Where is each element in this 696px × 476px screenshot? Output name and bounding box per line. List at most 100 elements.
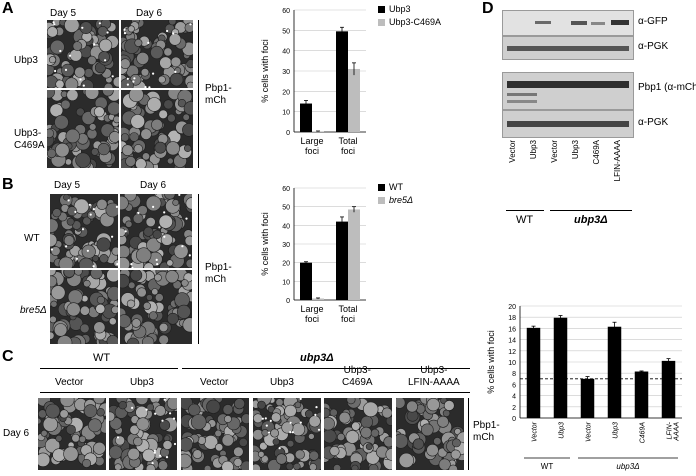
y-tick-label: 20	[282, 89, 290, 96]
panel-a-row-label-ubp3: Ubp3	[14, 55, 38, 66]
panel-letter-d: D	[482, 0, 494, 17]
x-tick-label: Vector	[586, 421, 593, 442]
x-tick-label: foci	[341, 314, 355, 324]
micrograph-c-wt-vector	[38, 398, 106, 470]
micrograph-c-wt-ubp3	[109, 398, 177, 470]
y-tick-label: 0	[286, 130, 290, 137]
y-tick-label: 20	[508, 304, 516, 311]
y-tick-label: 10	[282, 279, 290, 286]
lane-label: C469A	[592, 139, 601, 164]
legend-swatch	[378, 197, 385, 204]
y-tick-label: 2	[512, 405, 516, 412]
panel-c-bracket	[468, 398, 469, 470]
x-tick-label: Ubp3	[559, 422, 566, 439]
micrograph-b-bre5-day6	[120, 270, 192, 344]
micrograph-c-ubp3d-vector	[181, 398, 249, 470]
legend-swatch	[378, 6, 385, 13]
lane-label: Vector	[508, 140, 517, 163]
blot-group-wt: WT	[516, 214, 534, 226]
y-tick-label: 16	[508, 326, 516, 333]
x-tick-label: Total	[338, 136, 357, 146]
bar	[348, 68, 360, 132]
blot-band	[591, 22, 605, 25]
panel-c-reporter-label: Pbp1- mCh	[473, 420, 500, 443]
y-tick-label: 4	[512, 394, 516, 401]
y-tick-label: 10	[508, 360, 516, 367]
legend-label: Ubp3	[389, 4, 411, 14]
bar	[336, 31, 348, 133]
bar	[300, 262, 312, 300]
panel-a-col-header-day5: Day 5	[50, 8, 77, 19]
bar	[661, 360, 676, 418]
y-tick-label: 60	[282, 186, 290, 193]
x-tick-label: C469A	[640, 422, 647, 444]
blot-band	[571, 21, 587, 25]
micrograph-a-ubp3-day5	[47, 20, 119, 88]
micrograph-c-ubp3d-ubp3	[253, 398, 321, 470]
y-tick-label: 40	[282, 223, 290, 230]
panel-letter-c: C	[2, 348, 14, 365]
y-tick-label: 0	[512, 416, 516, 423]
panel-c-col-vector-mut: Vector	[200, 377, 229, 388]
bar	[336, 221, 348, 300]
legend-label: bre5Δ	[389, 195, 413, 205]
western-blot-pbp1	[502, 72, 634, 110]
bar	[580, 378, 595, 418]
blot-ubp3-line	[550, 210, 632, 211]
panel-c-row-label-day6: Day 6	[3, 428, 30, 439]
lane-label: Ubp3	[571, 139, 580, 159]
bar	[348, 209, 360, 300]
x-tick-label: Total	[338, 304, 357, 314]
bar	[300, 103, 312, 132]
panel-c-wt-line	[40, 368, 178, 369]
blot-wt-line	[506, 210, 544, 211]
y-tick-label: 6	[512, 382, 516, 389]
blot-band	[535, 21, 551, 24]
x-tick-label: Vector	[532, 421, 539, 442]
blot-band	[507, 93, 537, 96]
bar	[634, 371, 649, 418]
panel-letter-b: B	[2, 176, 14, 193]
panel-b-bracket	[198, 194, 199, 344]
x-tick-label: LFIN-AAAA	[667, 421, 681, 441]
blot-band	[507, 46, 629, 51]
blot-label-pgk-2: α-PGK	[638, 117, 669, 128]
group-label: ubp3Δ	[616, 462, 639, 471]
blot-band	[507, 81, 629, 88]
western-blot-gfp	[502, 10, 634, 36]
y-tick-label: 30	[282, 69, 290, 76]
legend-label: Ubp3-C469A	[389, 17, 441, 27]
legend-label: WT	[389, 182, 403, 192]
blot-band	[507, 100, 537, 103]
chart-d: 0 2 4 6 8 10 12 14 16 18 20 % cells with foci Vector…	[486, 304, 682, 471]
panel-a-row-label-c469a: Ubp3- C469A	[14, 128, 45, 151]
micrograph-c-ubp3d-c469a	[324, 398, 392, 470]
panel-c-group-wt: WT	[93, 352, 111, 364]
blot-label-pbp1: Pbp1 (α-mCh)	[638, 82, 696, 93]
micrograph-b-wt-day5	[50, 194, 118, 268]
panel-b-reporter-label: Pbp1- mCh	[205, 262, 232, 285]
panel-c-col-vector-wt: Vector	[55, 377, 84, 388]
y-tick-label: 30	[282, 242, 290, 249]
lane-label: Vector	[550, 140, 559, 163]
x-tick-label: foci	[305, 146, 319, 156]
y-tick-label: 8	[512, 371, 516, 378]
y-tick-label: 18	[508, 315, 516, 322]
y-tick-label: 12	[508, 349, 516, 356]
micrograph-a-ubp3-day6	[121, 20, 193, 88]
legend-swatch	[378, 184, 385, 191]
panel-b-col-header-day6: Day 6	[140, 180, 167, 191]
x-tick-label: Ubp3	[613, 422, 620, 439]
panel-c-col-ubp3-mut: Ubp3	[270, 377, 294, 388]
panel-a-col-header-day6: Day 6	[136, 8, 163, 19]
bar	[312, 298, 324, 300]
y-tick-label: 0	[286, 298, 290, 305]
micrograph-a-c469a-day6	[121, 90, 193, 168]
bar	[526, 327, 541, 418]
y-axis-label: % cells with foci	[260, 212, 270, 276]
y-tick-label: 14	[508, 338, 516, 345]
blot-lane-labels: Vector Ubp3 Vector Ubp3 C469A LFIN-AAAA	[508, 139, 622, 181]
x-tick-label: Large	[300, 136, 323, 146]
y-tick-label: 20	[282, 261, 290, 268]
panel-c-col-c469a: Ubp3- C469A	[342, 365, 373, 388]
